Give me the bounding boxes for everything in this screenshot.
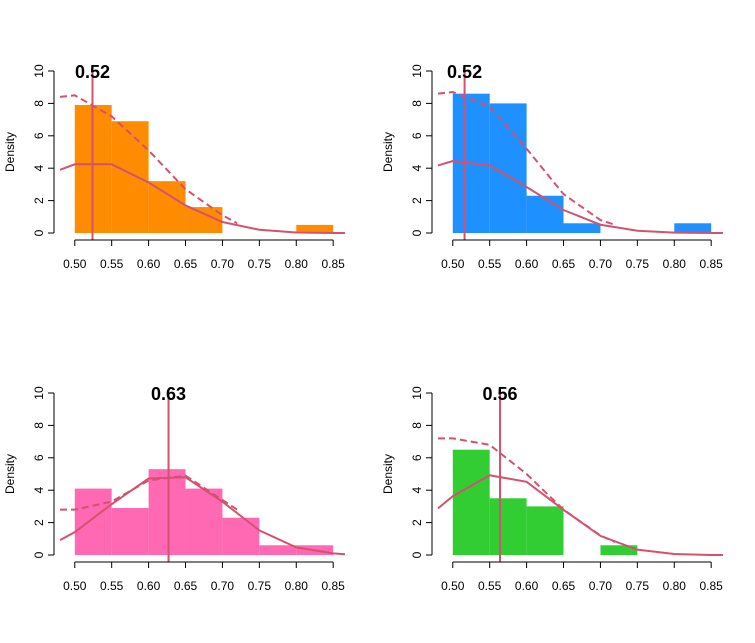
bar xyxy=(111,121,149,233)
x-tick-label: 0.65 xyxy=(552,579,576,593)
x-tick-label: 0.80 xyxy=(285,579,309,593)
y-axis-label: Density xyxy=(3,132,17,172)
x-tick-label: 0.50 xyxy=(441,257,465,271)
x-tick-label: 0.85 xyxy=(700,257,724,271)
x-tick-label: 0.60 xyxy=(137,257,161,271)
annotation: 0.56 xyxy=(482,384,517,404)
y-tick-label: 4 xyxy=(410,487,424,494)
y-tick-label: 0 xyxy=(32,551,46,558)
bar xyxy=(489,498,527,555)
x-tick-label: 0.80 xyxy=(663,579,687,593)
x-tick-label: 0.70 xyxy=(589,257,613,271)
x-tick-label: 0.55 xyxy=(100,579,124,593)
bar xyxy=(74,488,112,555)
density-curve xyxy=(60,474,238,511)
annotation: 0.52 xyxy=(75,62,110,82)
x-tick-label: 0.65 xyxy=(174,579,198,593)
y-tick-label: 0 xyxy=(32,229,46,236)
panel: 0.52 0.50 0.55 0.60 0.65 0.70 0.75 0.80 0.85 0 2 4 6… xyxy=(381,62,723,271)
density-curve xyxy=(437,474,723,556)
annotation: 0.63 xyxy=(151,384,186,404)
panel: 0.56 0.50 0.55 0.60 0.65 0.70 0.75 0.80 0.85 0 2 4 6… xyxy=(381,384,723,593)
y-tick-label: 6 xyxy=(410,454,424,461)
y-tick-label: 4 xyxy=(410,165,424,172)
bar xyxy=(296,224,334,233)
x-tick-label: 0.55 xyxy=(478,579,502,593)
x-tick-label: 0.85 xyxy=(322,579,346,593)
x-tick-label: 0.60 xyxy=(515,257,539,271)
x-tick-label: 0.75 xyxy=(626,257,650,271)
density-curve xyxy=(437,160,723,234)
y-tick-label: 0 xyxy=(410,551,424,558)
x-tick-label: 0.75 xyxy=(626,579,650,593)
x-tick-label: 0.75 xyxy=(248,579,272,593)
y-axis-label: Density xyxy=(3,454,17,494)
bar xyxy=(148,181,186,233)
y-axis-label: Density xyxy=(381,132,395,172)
bar xyxy=(526,195,564,233)
bar xyxy=(452,449,490,555)
x-tick-label: 0.80 xyxy=(285,257,309,271)
panel: 0.52 0.50 0.55 0.60 0.65 0.70 0.75 0.80 0.85 0 2 4 6… xyxy=(3,62,345,271)
x-tick-label: 0.50 xyxy=(63,579,87,593)
x-tick-label: 0.65 xyxy=(174,257,198,271)
bar xyxy=(563,223,601,233)
bar xyxy=(674,223,712,233)
y-tick-label: 2 xyxy=(32,519,46,526)
bar xyxy=(526,506,564,555)
y-tick-label: 8 xyxy=(410,422,424,429)
y-tick-label: 6 xyxy=(32,454,46,461)
y-tick-label: 8 xyxy=(32,100,46,107)
y-tick-label: 10 xyxy=(410,386,424,400)
density-curve xyxy=(59,476,346,556)
y-tick-label: 2 xyxy=(410,197,424,204)
y-tick-label: 6 xyxy=(32,132,46,139)
x-tick-label: 0.80 xyxy=(663,257,687,271)
density-curve xyxy=(59,94,238,225)
y-tick-label: 10 xyxy=(32,64,46,78)
y-axis-label: Density xyxy=(381,454,395,494)
x-tick-label: 0.70 xyxy=(211,257,235,271)
annotation: 0.52 xyxy=(447,62,482,82)
bar xyxy=(600,545,638,555)
y-tick-label: 2 xyxy=(410,519,424,526)
bar xyxy=(259,545,297,555)
density-curve xyxy=(437,91,616,226)
x-tick-label: 0.50 xyxy=(63,257,87,271)
x-tick-label: 0.60 xyxy=(137,579,161,593)
y-tick-label: 8 xyxy=(32,422,46,429)
bar xyxy=(111,508,149,555)
x-tick-label: 0.50 xyxy=(441,579,465,593)
x-tick-label: 0.65 xyxy=(552,257,576,271)
x-tick-label: 0.55 xyxy=(478,257,502,271)
y-tick-label: 8 xyxy=(410,100,424,107)
x-tick-label: 0.55 xyxy=(100,257,124,271)
y-tick-label: 4 xyxy=(32,487,46,494)
bar xyxy=(222,517,260,555)
x-tick-label: 0.70 xyxy=(589,579,613,593)
bar xyxy=(148,469,186,555)
y-tick-label: 6 xyxy=(410,132,424,139)
x-tick-label: 0.85 xyxy=(322,257,346,271)
y-tick-label: 10 xyxy=(410,64,424,78)
y-tick-label: 2 xyxy=(32,197,46,204)
y-tick-label: 4 xyxy=(32,165,46,172)
bar xyxy=(185,488,223,555)
y-tick-label: 0 xyxy=(410,229,424,236)
x-tick-label: 0.60 xyxy=(515,579,539,593)
panel: 0.63 0.50 0.55 0.60 0.65 0.70 0.75 0.80 0.85 0 2 4 6… xyxy=(3,384,345,593)
x-tick-label: 0.70 xyxy=(211,579,235,593)
y-tick-label: 10 xyxy=(32,386,46,400)
x-tick-label: 0.85 xyxy=(700,579,724,593)
x-tick-label: 0.75 xyxy=(248,257,272,271)
density-curve xyxy=(438,437,616,543)
